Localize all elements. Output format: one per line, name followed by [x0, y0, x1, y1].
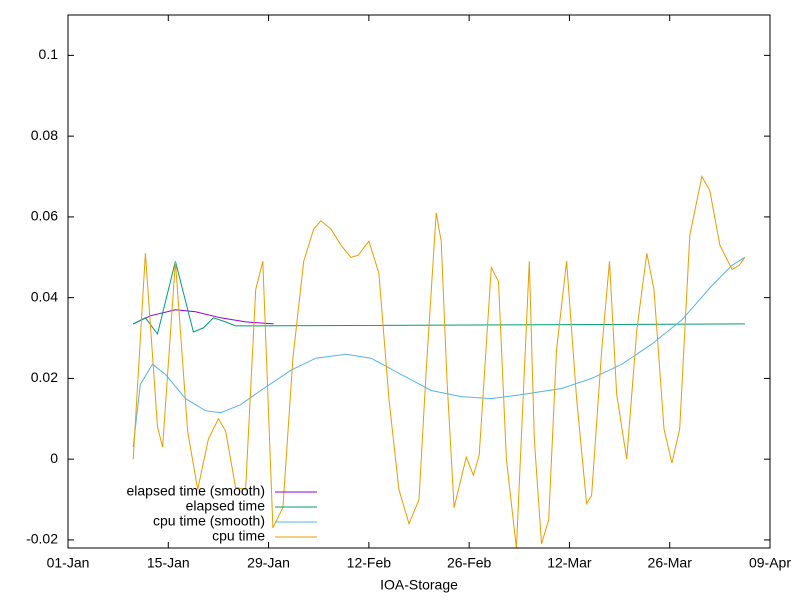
x-tick-label: 29-Jan — [247, 555, 290, 571]
legend-label: cpu time — [212, 528, 265, 544]
plot-border — [67, 14, 771, 549]
y-tick-label: 0.04 — [31, 288, 58, 304]
x-tick-label: 09-Apr — [749, 555, 791, 571]
x-tick-label: 26-Feb — [447, 555, 492, 571]
series-line — [132, 309, 274, 325]
legend-label: cpu time (smooth) — [153, 513, 265, 529]
x-axis-label: IOA-Storage — [380, 577, 458, 593]
y-tick-label: 0 — [50, 450, 58, 466]
y-tick-label: 0.1 — [39, 46, 59, 62]
y-tick-label: 0.02 — [31, 369, 58, 385]
x-tick-label: 12-Mar — [547, 555, 592, 571]
legend-label: elapsed time — [186, 498, 266, 514]
series-line — [132, 261, 745, 336]
y-tick-label: 0.06 — [31, 208, 58, 224]
x-tick-label: 26-Mar — [648, 555, 693, 571]
x-tick-label: 01-Jan — [47, 555, 90, 571]
x-tick-label: 15-Jan — [147, 555, 190, 571]
y-tick-label: -0.02 — [26, 531, 58, 547]
x-tick-label: 12-Feb — [347, 555, 392, 571]
y-tick-label: 0.08 — [31, 127, 58, 143]
series-line — [132, 175, 746, 549]
legend-label: elapsed time (smooth) — [126, 483, 265, 499]
